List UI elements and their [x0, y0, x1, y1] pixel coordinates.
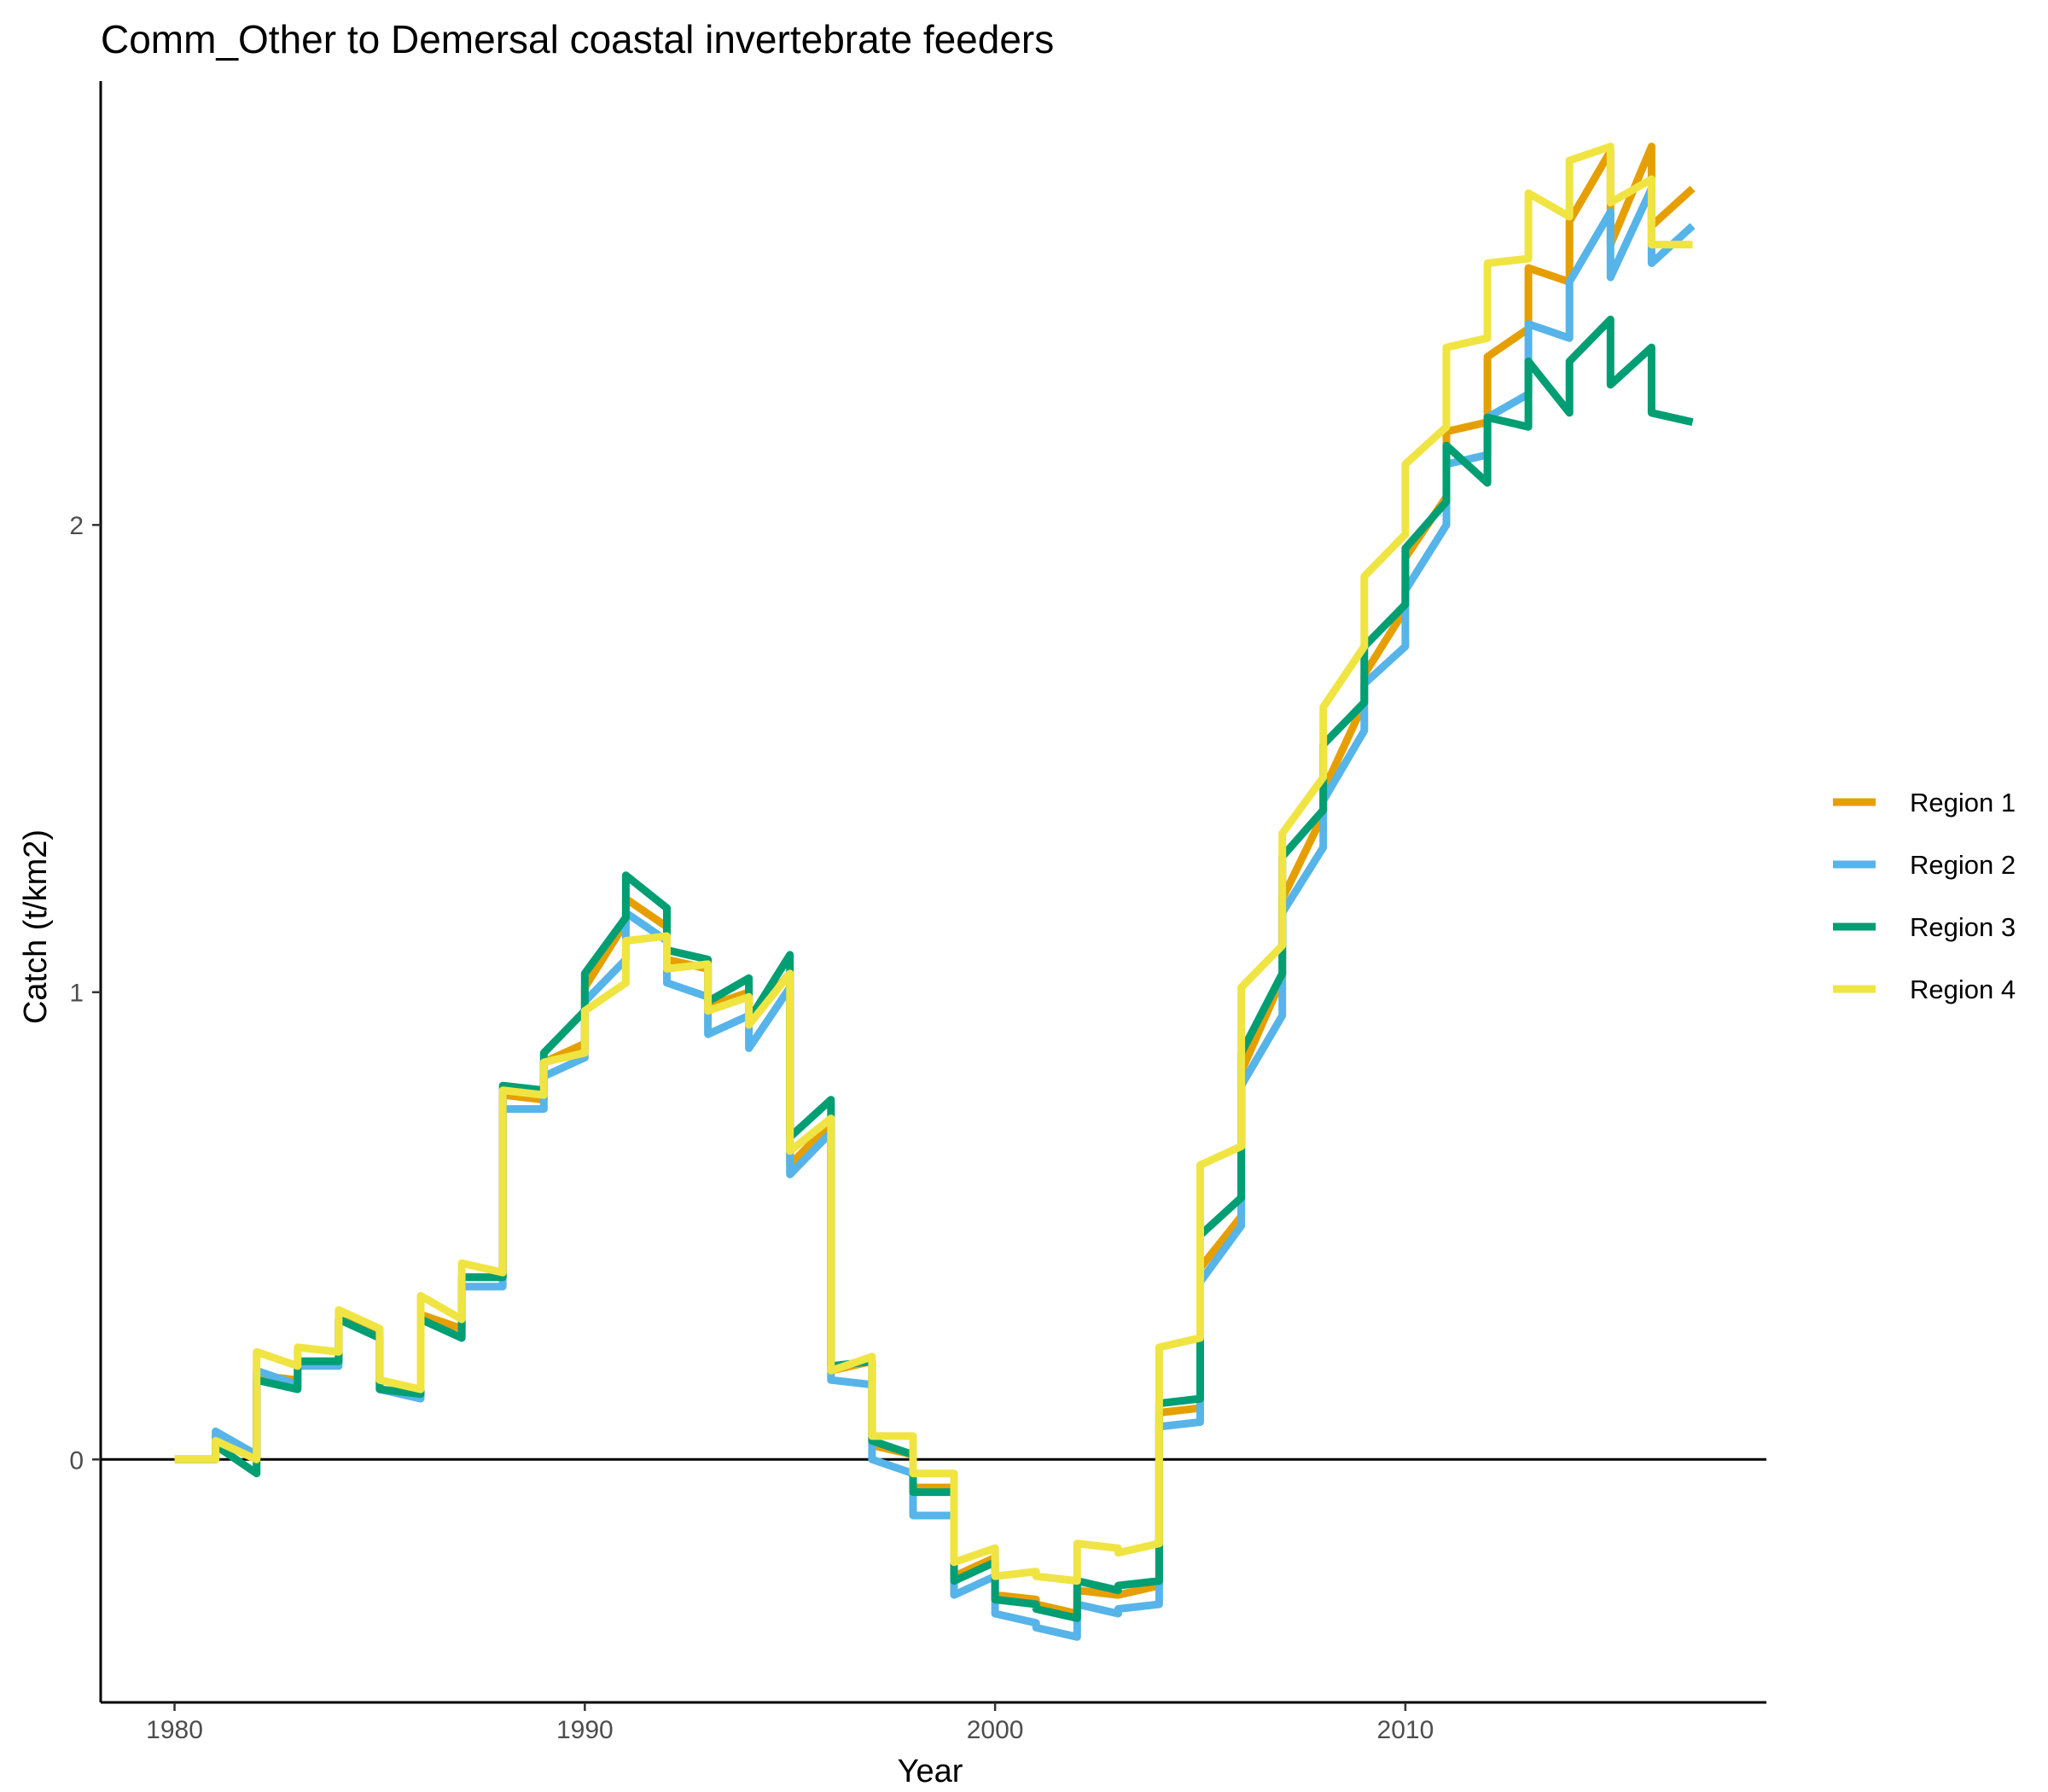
legend-label-region-2: Region 2 — [1910, 850, 2016, 880]
series-lines — [174, 143, 1696, 1641]
y-axis-title: Catch (t/km2) — [18, 829, 54, 1024]
series-line-region-4 — [174, 143, 1693, 1585]
series-line-region-2 — [174, 184, 1696, 1641]
y-tick-label: 0 — [69, 1446, 84, 1475]
x-tick-label: 2010 — [1377, 1716, 1434, 1744]
x-tick-label: 2000 — [967, 1716, 1024, 1744]
legend-label-region-1: Region 1 — [1910, 788, 2016, 817]
x-axis-title: Year — [898, 1754, 963, 1789]
x-tick-label: 1990 — [556, 1716, 614, 1744]
axes — [99, 81, 1766, 1704]
chart-title: Comm_Other to Demersal coastal invertebr… — [101, 17, 1054, 61]
y-tick-label: 1 — [69, 980, 84, 1008]
legend-label-region-4: Region 4 — [1910, 975, 2016, 1004]
legend-label-region-3: Region 3 — [1910, 912, 2016, 942]
y-tick-label: 2 — [69, 512, 84, 540]
tick-labels: 1980 1990 2000 2010 0 1 2 — [69, 512, 1434, 1744]
legend: Region 1 Region 2 Region 3 Region 4 — [1833, 788, 2016, 1004]
x-tick-label: 1980 — [146, 1716, 203, 1744]
series-line-region-3 — [174, 315, 1694, 1622]
